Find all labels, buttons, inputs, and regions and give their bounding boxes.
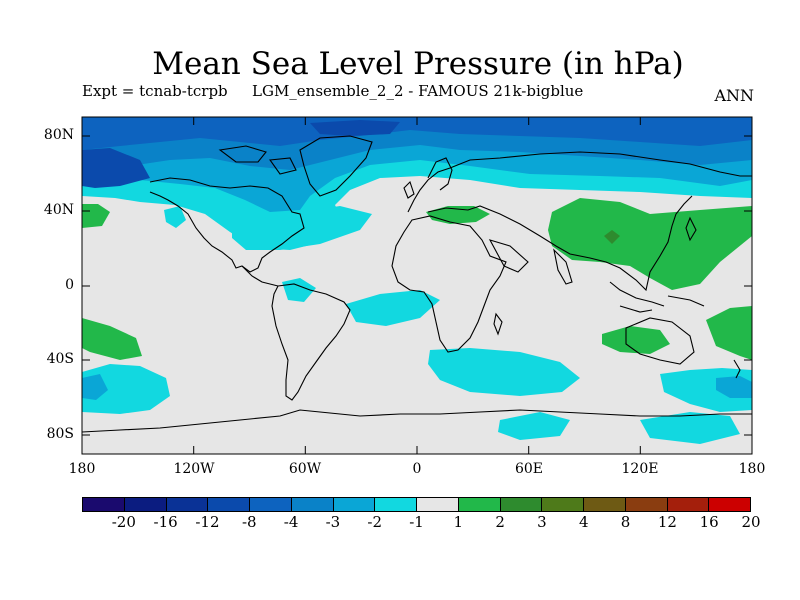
colorbar-swatch xyxy=(417,498,459,511)
colorbar-swatch xyxy=(667,498,710,511)
contour-south-blue-b xyxy=(716,376,752,398)
contour-green-west xyxy=(82,204,110,228)
contour-north-blue5 xyxy=(310,120,400,136)
colorbar-swatch xyxy=(124,498,167,511)
colorbar-swatch xyxy=(458,498,501,511)
colorbar-swatch xyxy=(625,498,668,511)
colorbar-swatch xyxy=(500,498,543,511)
contour-antarctic-cyan-b xyxy=(640,412,740,444)
contour-north-blue4 xyxy=(82,148,150,188)
ensemble-label: LGM_ensemble_2_2 - FAMOUS 21k-bigblue xyxy=(252,82,584,100)
colorbar-label: -4 xyxy=(283,513,299,531)
lon-label-120w: 120W xyxy=(173,461,215,477)
lat-label-40n: 40N xyxy=(43,202,74,218)
colorbar-swatch xyxy=(709,498,750,511)
lon-label-0: 0 xyxy=(412,461,422,477)
colorbar-swatch xyxy=(166,498,209,511)
contour-green-aus xyxy=(602,326,670,354)
lat-label-80s: 80S xyxy=(46,426,74,442)
experiment-label: Expt = tcnab-tcrpb xyxy=(82,82,228,100)
coastlines xyxy=(82,135,752,433)
colorbar-label: 4 xyxy=(578,513,589,531)
plot-title: Mean Sea Level Pressure (in hPa) xyxy=(152,46,684,82)
tick-marks xyxy=(82,117,752,454)
colorbar-swatch xyxy=(333,498,376,511)
lat-label-40s: 40S xyxy=(46,351,74,367)
colorbar-label: 16 xyxy=(699,513,719,531)
colorbar-label: 3 xyxy=(537,513,547,531)
contour-green-pac xyxy=(706,306,752,360)
contour-south-cyan-a xyxy=(82,364,170,414)
lat-label-0: 0 xyxy=(65,277,74,293)
colorbar-label: 2 xyxy=(495,513,505,531)
colorbar-label: -8 xyxy=(241,513,257,531)
colorbar-swatch xyxy=(250,498,292,511)
lat-label-80n: 80N xyxy=(43,127,74,143)
lon-label-180e: 180 xyxy=(738,461,766,477)
colorbar-swatch xyxy=(208,498,250,511)
lon-label-60w: 60W xyxy=(288,461,322,477)
season-label: ANN xyxy=(714,86,754,105)
colorbar-swatch xyxy=(291,498,334,511)
contour-green-dark xyxy=(604,230,620,244)
colorbar-label: -1 xyxy=(409,513,424,531)
colorbar-swatch xyxy=(83,498,125,511)
colorbar-label: 12 xyxy=(657,513,677,531)
contour-north-blue3 xyxy=(82,117,752,150)
colorbar-label: -3 xyxy=(325,513,341,531)
contour-antarctic-cyan-a xyxy=(498,412,570,440)
colorbar-swatch xyxy=(375,498,417,511)
contour-pacific-cyan-a xyxy=(164,206,186,228)
colorbar-label: 20 xyxy=(741,513,761,531)
colorbar-label: -16 xyxy=(153,513,178,531)
lon-label-180w: 180 xyxy=(68,461,96,477)
contour-south-cyan-b xyxy=(428,348,580,396)
contour-atlantic-cyan xyxy=(232,206,372,250)
colorbar-swatch xyxy=(584,498,626,511)
colorbar-label: -2 xyxy=(367,513,382,531)
lon-label-60e: 60E xyxy=(514,461,544,477)
contour-green-sw xyxy=(82,318,142,360)
colorbar-swatch xyxy=(542,498,584,511)
colorbar-label: -12 xyxy=(195,513,220,531)
colorbar-label: 1 xyxy=(453,513,464,531)
contour-south-blue-a xyxy=(82,374,108,400)
lon-label-120e: 120E xyxy=(621,461,659,477)
contour-eq-atlantic xyxy=(346,290,440,326)
colorbar-label: 8 xyxy=(620,513,631,531)
contour-green-asia xyxy=(548,198,752,290)
colorbar-label: -20 xyxy=(111,513,136,531)
colorbar xyxy=(82,497,751,512)
